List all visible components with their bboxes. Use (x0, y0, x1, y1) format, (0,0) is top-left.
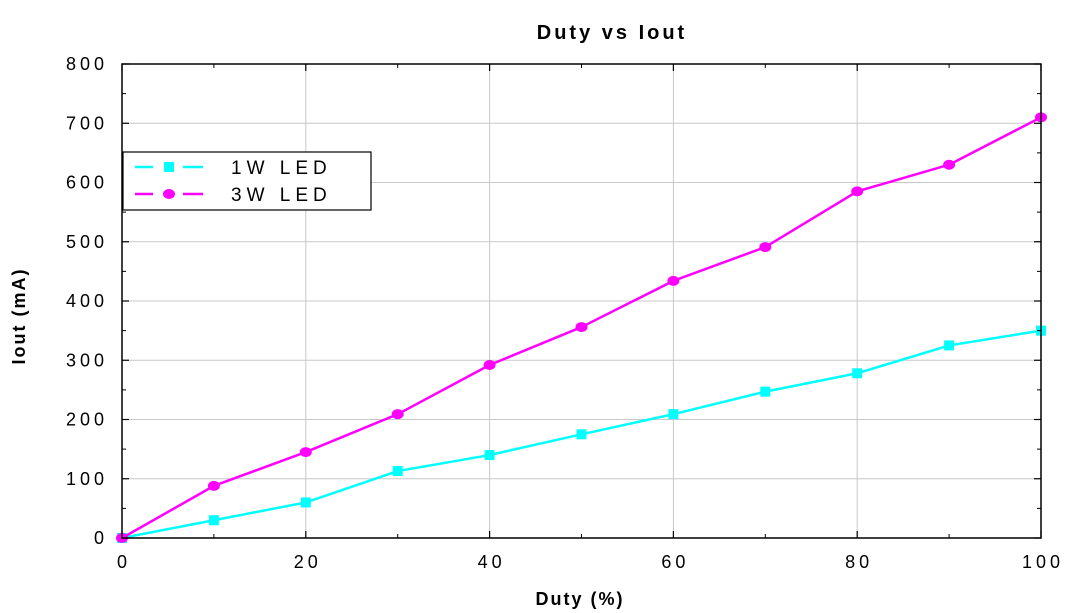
data-point (300, 497, 311, 508)
legend-marker (164, 162, 174, 172)
data-point (208, 515, 219, 526)
data-point (760, 386, 771, 397)
y-axis-label: Iout (mA) (9, 268, 29, 365)
data-point (667, 275, 680, 286)
grid (122, 64, 1041, 538)
data-point (759, 242, 772, 253)
data-point (392, 466, 403, 477)
y-tick-label: 800 (66, 54, 108, 74)
data-point (299, 447, 312, 458)
data-point (851, 186, 864, 197)
y-tick-label: 200 (66, 410, 108, 430)
series-1 (117, 325, 1046, 543)
y-tick-label: 300 (66, 350, 108, 370)
y-tick-label: 600 (66, 173, 108, 193)
legend-label: 1W LED (231, 158, 332, 179)
data-point (943, 159, 956, 170)
x-tick-label: 20 (294, 552, 322, 572)
legend-label: 3W LED (231, 185, 332, 206)
legend-box (122, 151, 372, 211)
x-tick-label: 100 (1022, 552, 1064, 572)
x-tick-label: 0 (117, 552, 131, 572)
series-group (116, 112, 1047, 543)
data-point (207, 480, 220, 491)
legend-marker (163, 189, 175, 199)
data-point (852, 368, 863, 379)
data-point (944, 340, 955, 351)
y-tick-label: 700 (66, 113, 108, 133)
y-tick-label: 0 (94, 528, 108, 548)
data-point (576, 429, 587, 440)
series-2 (116, 112, 1047, 543)
chart-title: Duty vs Iout (537, 22, 687, 44)
x-tick-label: 40 (478, 552, 506, 572)
axis-ticks: 0 20 40 60 80 100 0 100 200 300 400 500 600 700 800 (66, 54, 1064, 572)
legend: 1W LED 3W LED (122, 151, 372, 211)
x-tick-label: 60 (661, 552, 689, 572)
data-point (483, 359, 496, 370)
data-point (484, 450, 495, 461)
data-point (391, 409, 404, 420)
x-axis-label: Duty (%) (536, 589, 625, 609)
y-tick-label: 400 (66, 291, 108, 311)
y-tick-label: 500 (66, 232, 108, 252)
y-tick-label: 100 (66, 469, 108, 489)
data-point (575, 322, 588, 333)
data-point (668, 409, 679, 420)
x-tick-label: 80 (845, 552, 873, 572)
